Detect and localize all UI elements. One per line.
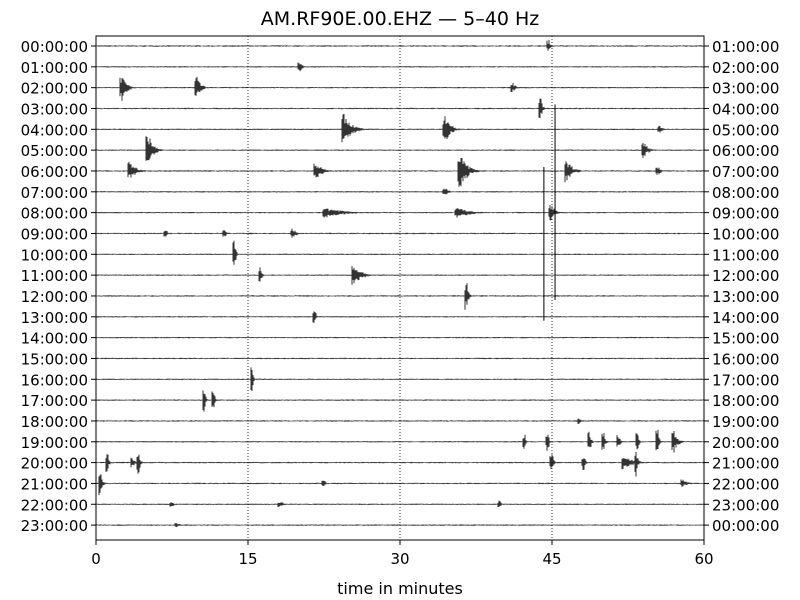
trace-row <box>95 113 705 143</box>
trace-row <box>95 523 705 528</box>
row-label-left: 14:00:00 <box>21 330 88 348</box>
row-label-left: 02:00:00 <box>21 80 88 98</box>
row-label-left: 22:00:00 <box>21 496 88 514</box>
row-label-left: 07:00:00 <box>21 184 88 202</box>
row-label-right: 16:00:00 <box>712 350 779 368</box>
trace-row <box>95 266 705 285</box>
trace-row <box>95 136 705 161</box>
row-label-right: 12:00:00 <box>712 267 779 285</box>
row-label-left: 13:00:00 <box>21 309 88 327</box>
row-label-left: 00:00:00 <box>21 38 88 56</box>
row-label-left: 19:00:00 <box>21 434 88 452</box>
row-label-right: 01:00:00 <box>712 38 779 56</box>
row-label-right: 11:00:00 <box>712 246 779 264</box>
row-label-right: 09:00:00 <box>712 205 779 223</box>
row-label-right: 19:00:00 <box>712 413 779 431</box>
row-label-right: 03:00:00 <box>712 80 779 98</box>
row-label-right: 14:00:00 <box>712 309 779 327</box>
long-spikes <box>543 104 556 321</box>
trace-row <box>95 336 705 339</box>
row-label-left: 08:00:00 <box>21 205 88 223</box>
x-axis-label: time in minutes <box>337 579 463 598</box>
row-label-left: 03:00:00 <box>21 100 88 118</box>
row-label-right: 08:00:00 <box>712 184 779 202</box>
trace-row <box>95 76 705 101</box>
row-label-left: 20:00:00 <box>21 455 88 473</box>
row-label-right: 23:00:00 <box>712 496 779 514</box>
row-label-right: 22:00:00 <box>712 475 779 493</box>
row-label-right: 02:00:00 <box>712 59 779 77</box>
row-label-right: 17:00:00 <box>712 371 779 389</box>
trace-row <box>95 283 705 310</box>
row-label-left: 16:00:00 <box>21 371 88 389</box>
x-tick-label: 0 <box>91 550 101 568</box>
x-tick-label: 30 <box>390 550 409 568</box>
seismic-traces <box>95 40 705 528</box>
row-label-left: 18:00:00 <box>21 413 88 431</box>
row-label-left: 12:00:00 <box>21 288 88 306</box>
row-label-left: 04:00:00 <box>21 121 88 139</box>
row-label-right: 18:00:00 <box>712 392 779 410</box>
row-label-right: 20:00:00 <box>712 434 779 452</box>
row-label-left: 17:00:00 <box>21 392 88 410</box>
row-label-left: 11:00:00 <box>21 267 88 285</box>
row-label-left: 10:00:00 <box>21 246 88 264</box>
row-label-left: 21:00:00 <box>21 475 88 493</box>
row-label-left: 23:00:00 <box>21 517 88 535</box>
gridlines <box>247 36 553 540</box>
chart-title: AM.RF90E.00.EHZ — 5–40 Hz <box>260 8 540 30</box>
row-label-left: 01:00:00 <box>21 59 88 77</box>
row-label-right: 06:00:00 <box>712 142 779 160</box>
row-label-right: 10:00:00 <box>712 225 779 243</box>
row-label-right: 15:00:00 <box>712 330 779 348</box>
row-label-left: 05:00:00 <box>21 142 88 160</box>
trace-row <box>95 452 705 477</box>
trace-row <box>95 228 705 238</box>
x-tick-label: 45 <box>542 550 561 568</box>
row-label-right: 21:00:00 <box>712 455 779 473</box>
axis-labels: 00:00:00 01:00:00 02:00:00 03:00:00 04:00:00… <box>21 38 780 568</box>
row-label-right: 13:00:00 <box>712 288 779 306</box>
trace-row <box>95 98 705 118</box>
x-tick-label: 15 <box>238 550 257 568</box>
x-tick-label: 60 <box>694 550 713 568</box>
row-label-right: 07:00:00 <box>712 163 779 181</box>
row-label-left: 06:00:00 <box>21 163 88 181</box>
row-label-right: 04:00:00 <box>712 100 779 118</box>
row-label-left: 15:00:00 <box>21 350 88 368</box>
row-label-left: 09:00:00 <box>21 225 88 243</box>
row-label-right: 00:00:00 <box>712 517 779 535</box>
row-label-right: 05:00:00 <box>712 121 779 139</box>
